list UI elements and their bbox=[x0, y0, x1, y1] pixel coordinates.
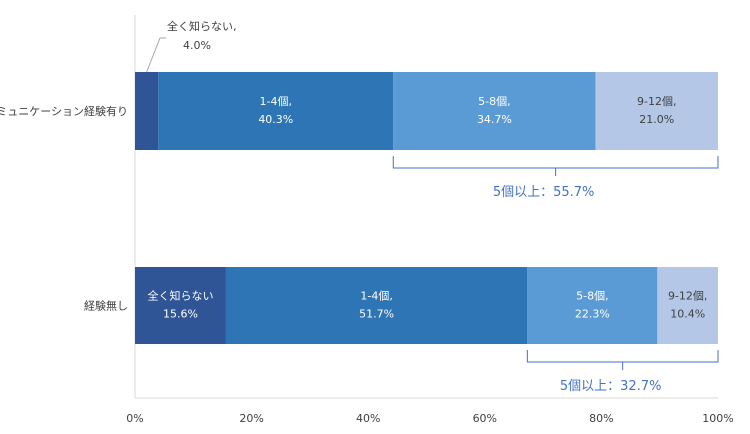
braces-group: 5個以上：55.7% 5個以上：32.7% bbox=[392, 156, 719, 394]
segment-labels-group: 1-4個, 40.3% 5-8個, 34.7% 9-12個, 21.0% 全く知らない 15.… bbox=[147, 95, 707, 321]
x-tick-labels-group: 0% 20% 40% 60% 80% 100% bbox=[126, 412, 733, 425]
bar-label-category: 5-8個, bbox=[478, 95, 510, 108]
bar-label-value: 34.7% bbox=[477, 113, 512, 126]
brace-line bbox=[526, 350, 719, 370]
bar-segment bbox=[657, 267, 718, 344]
callout-group: 全く知らない, 4.0% bbox=[146, 19, 237, 73]
x-tick-label: 60% bbox=[473, 412, 497, 425]
x-tick-label: 40% bbox=[356, 412, 380, 425]
bar-segment bbox=[135, 72, 159, 150]
brace-label: 5個以上：55.7% bbox=[493, 185, 595, 200]
bar-label-value: 22.3% bbox=[575, 308, 610, 321]
bar-label-category: 9-12個, bbox=[668, 290, 707, 303]
bar-label-category: 全く知らない bbox=[147, 289, 213, 303]
bar-segment bbox=[225, 267, 528, 344]
brace-label: 5個以上：32.7% bbox=[560, 379, 662, 394]
bars-group bbox=[135, 72, 718, 344]
bar-label-value: 15.6% bbox=[163, 308, 198, 321]
bar-segment bbox=[527, 267, 658, 344]
bar-segment bbox=[595, 72, 718, 150]
brace-line bbox=[392, 156, 719, 176]
bar-label-category: 1-4個, bbox=[360, 290, 392, 303]
bar-label-value: 40.3% bbox=[258, 113, 293, 126]
x-tick-label: 80% bbox=[589, 412, 613, 425]
category-label: コミュニケーション経験有り bbox=[0, 104, 128, 118]
bar-label-value: 21.0% bbox=[639, 113, 674, 126]
bar-label-value: 51.7% bbox=[359, 308, 394, 321]
callout-label-value: 4.0% bbox=[183, 39, 211, 52]
category-labels-group: コミュニケーション経験有り経験無し bbox=[0, 104, 128, 313]
bar-label-value: 10.4% bbox=[670, 308, 705, 321]
callout-label-category: 全く知らない, bbox=[167, 19, 237, 33]
x-tick-label: 100% bbox=[702, 412, 733, 425]
bar-segment bbox=[393, 72, 596, 150]
category-label: 経験無し bbox=[84, 299, 128, 313]
bar-label-category: 5-8個, bbox=[576, 290, 608, 303]
x-tick-label: 0% bbox=[126, 412, 143, 425]
x-tick-label: 20% bbox=[239, 412, 263, 425]
bar-segment bbox=[158, 72, 394, 150]
callout-leader-line bbox=[146, 37, 166, 73]
bar-label-category: 9-12個, bbox=[637, 95, 676, 108]
bar-segment bbox=[135, 267, 226, 344]
bar-label-category: 1-4個, bbox=[260, 95, 292, 108]
